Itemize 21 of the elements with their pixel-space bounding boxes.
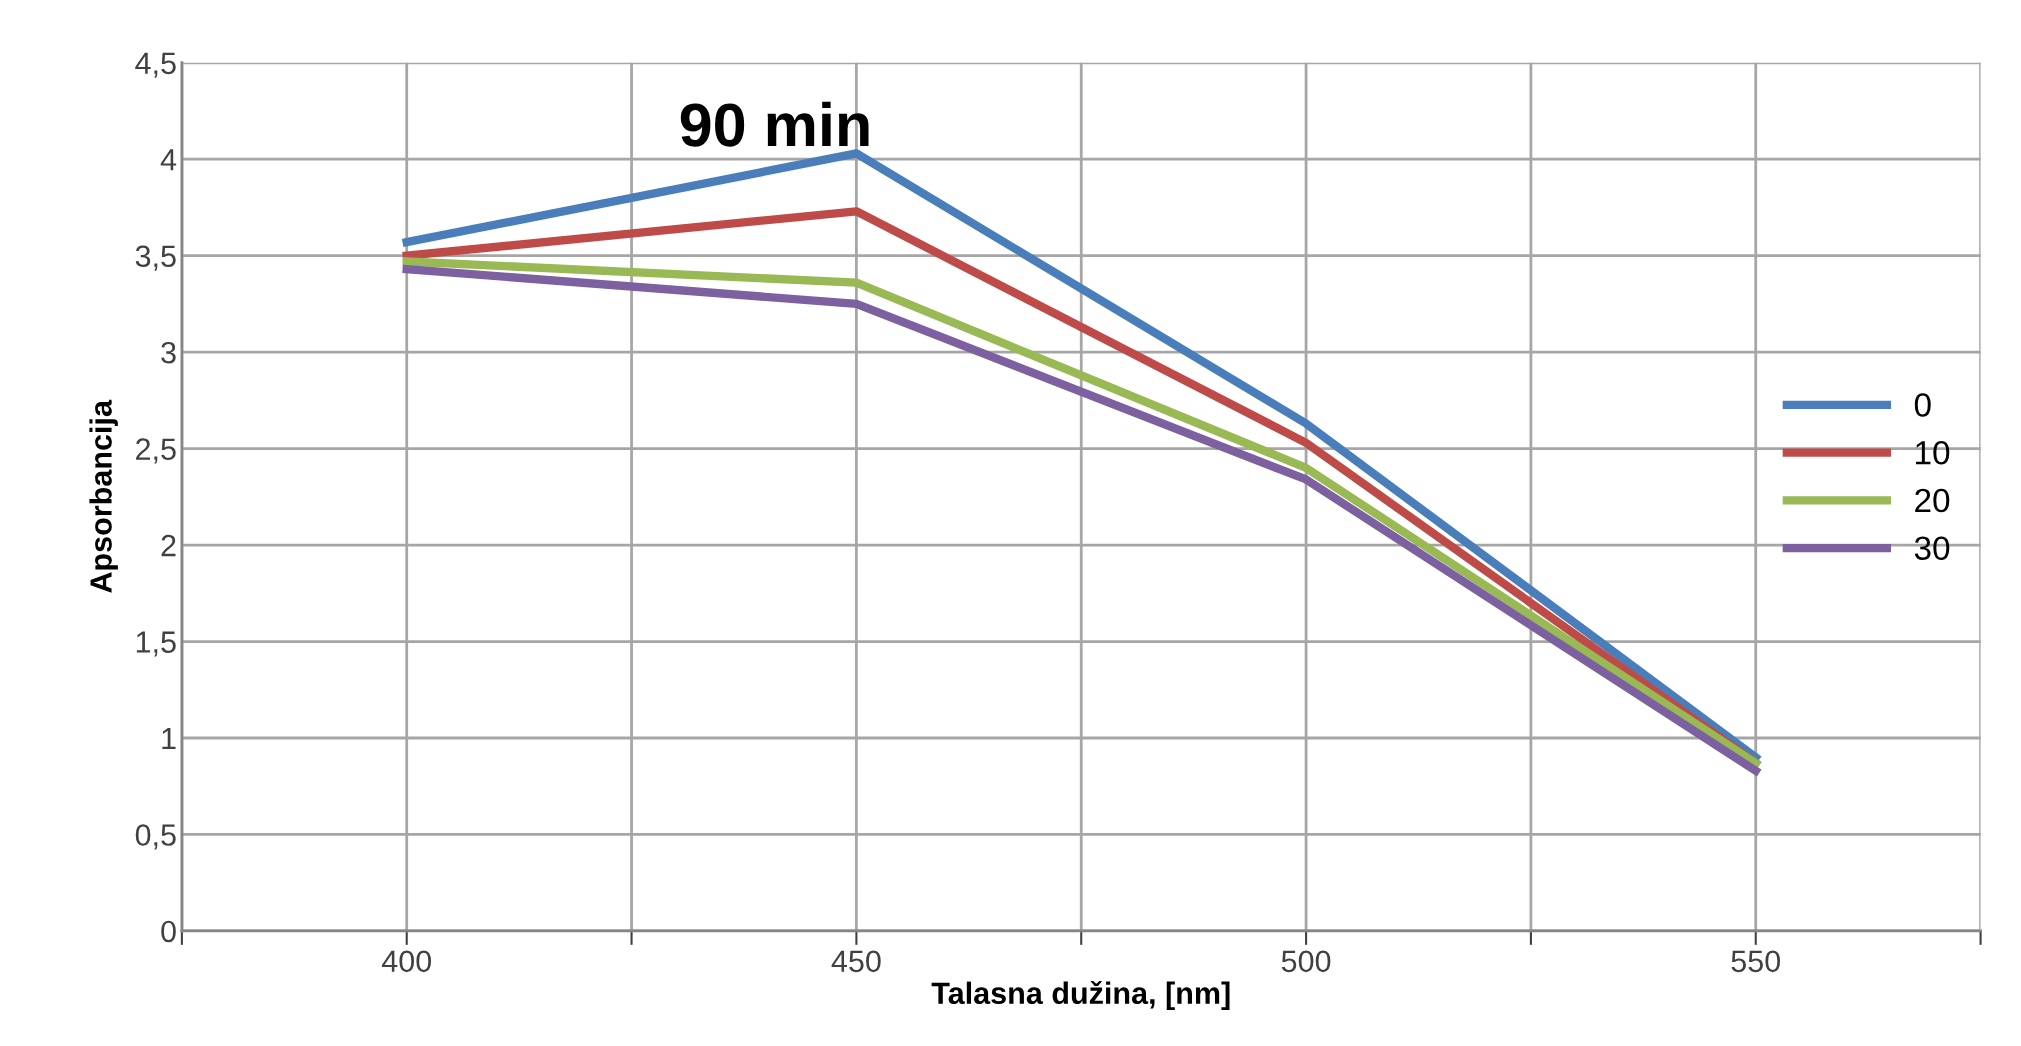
y-tick-label: 4,5 <box>135 52 176 78</box>
x-tick-label: 400 <box>381 950 432 973</box>
text: 90 min <box>680 101 869 147</box>
y-tick-label: 2,5 <box>136 438 176 464</box>
y-tick-label: 0,5 <box>135 824 176 850</box>
y-tick-label: 0 <box>161 920 176 943</box>
legend-label: 30 <box>1914 536 1950 561</box>
x-tick-label: 550 <box>1731 950 1781 973</box>
x-tick-label: 500 <box>1281 950 1331 973</box>
y-tick-label: 3 <box>161 341 176 364</box>
y-tick-label: 3,5 <box>135 245 176 271</box>
legend-label: 10 <box>1916 440 1950 465</box>
x-axis-title: Talasna dužina, [nm] <box>931 980 1230 1011</box>
y-tick-label: 1 <box>162 728 176 750</box>
y-tick-label: 4 <box>160 149 177 171</box>
y-axis-title: Apsorbancija <box>89 399 118 593</box>
legend-label: 20 <box>1915 488 1950 513</box>
legend-label: 0 <box>1914 393 1931 417</box>
x-tick-label: 450 <box>831 950 881 973</box>
y-tick-label: 1,5 <box>136 631 176 657</box>
y-tick-label: 2 <box>161 534 176 557</box>
